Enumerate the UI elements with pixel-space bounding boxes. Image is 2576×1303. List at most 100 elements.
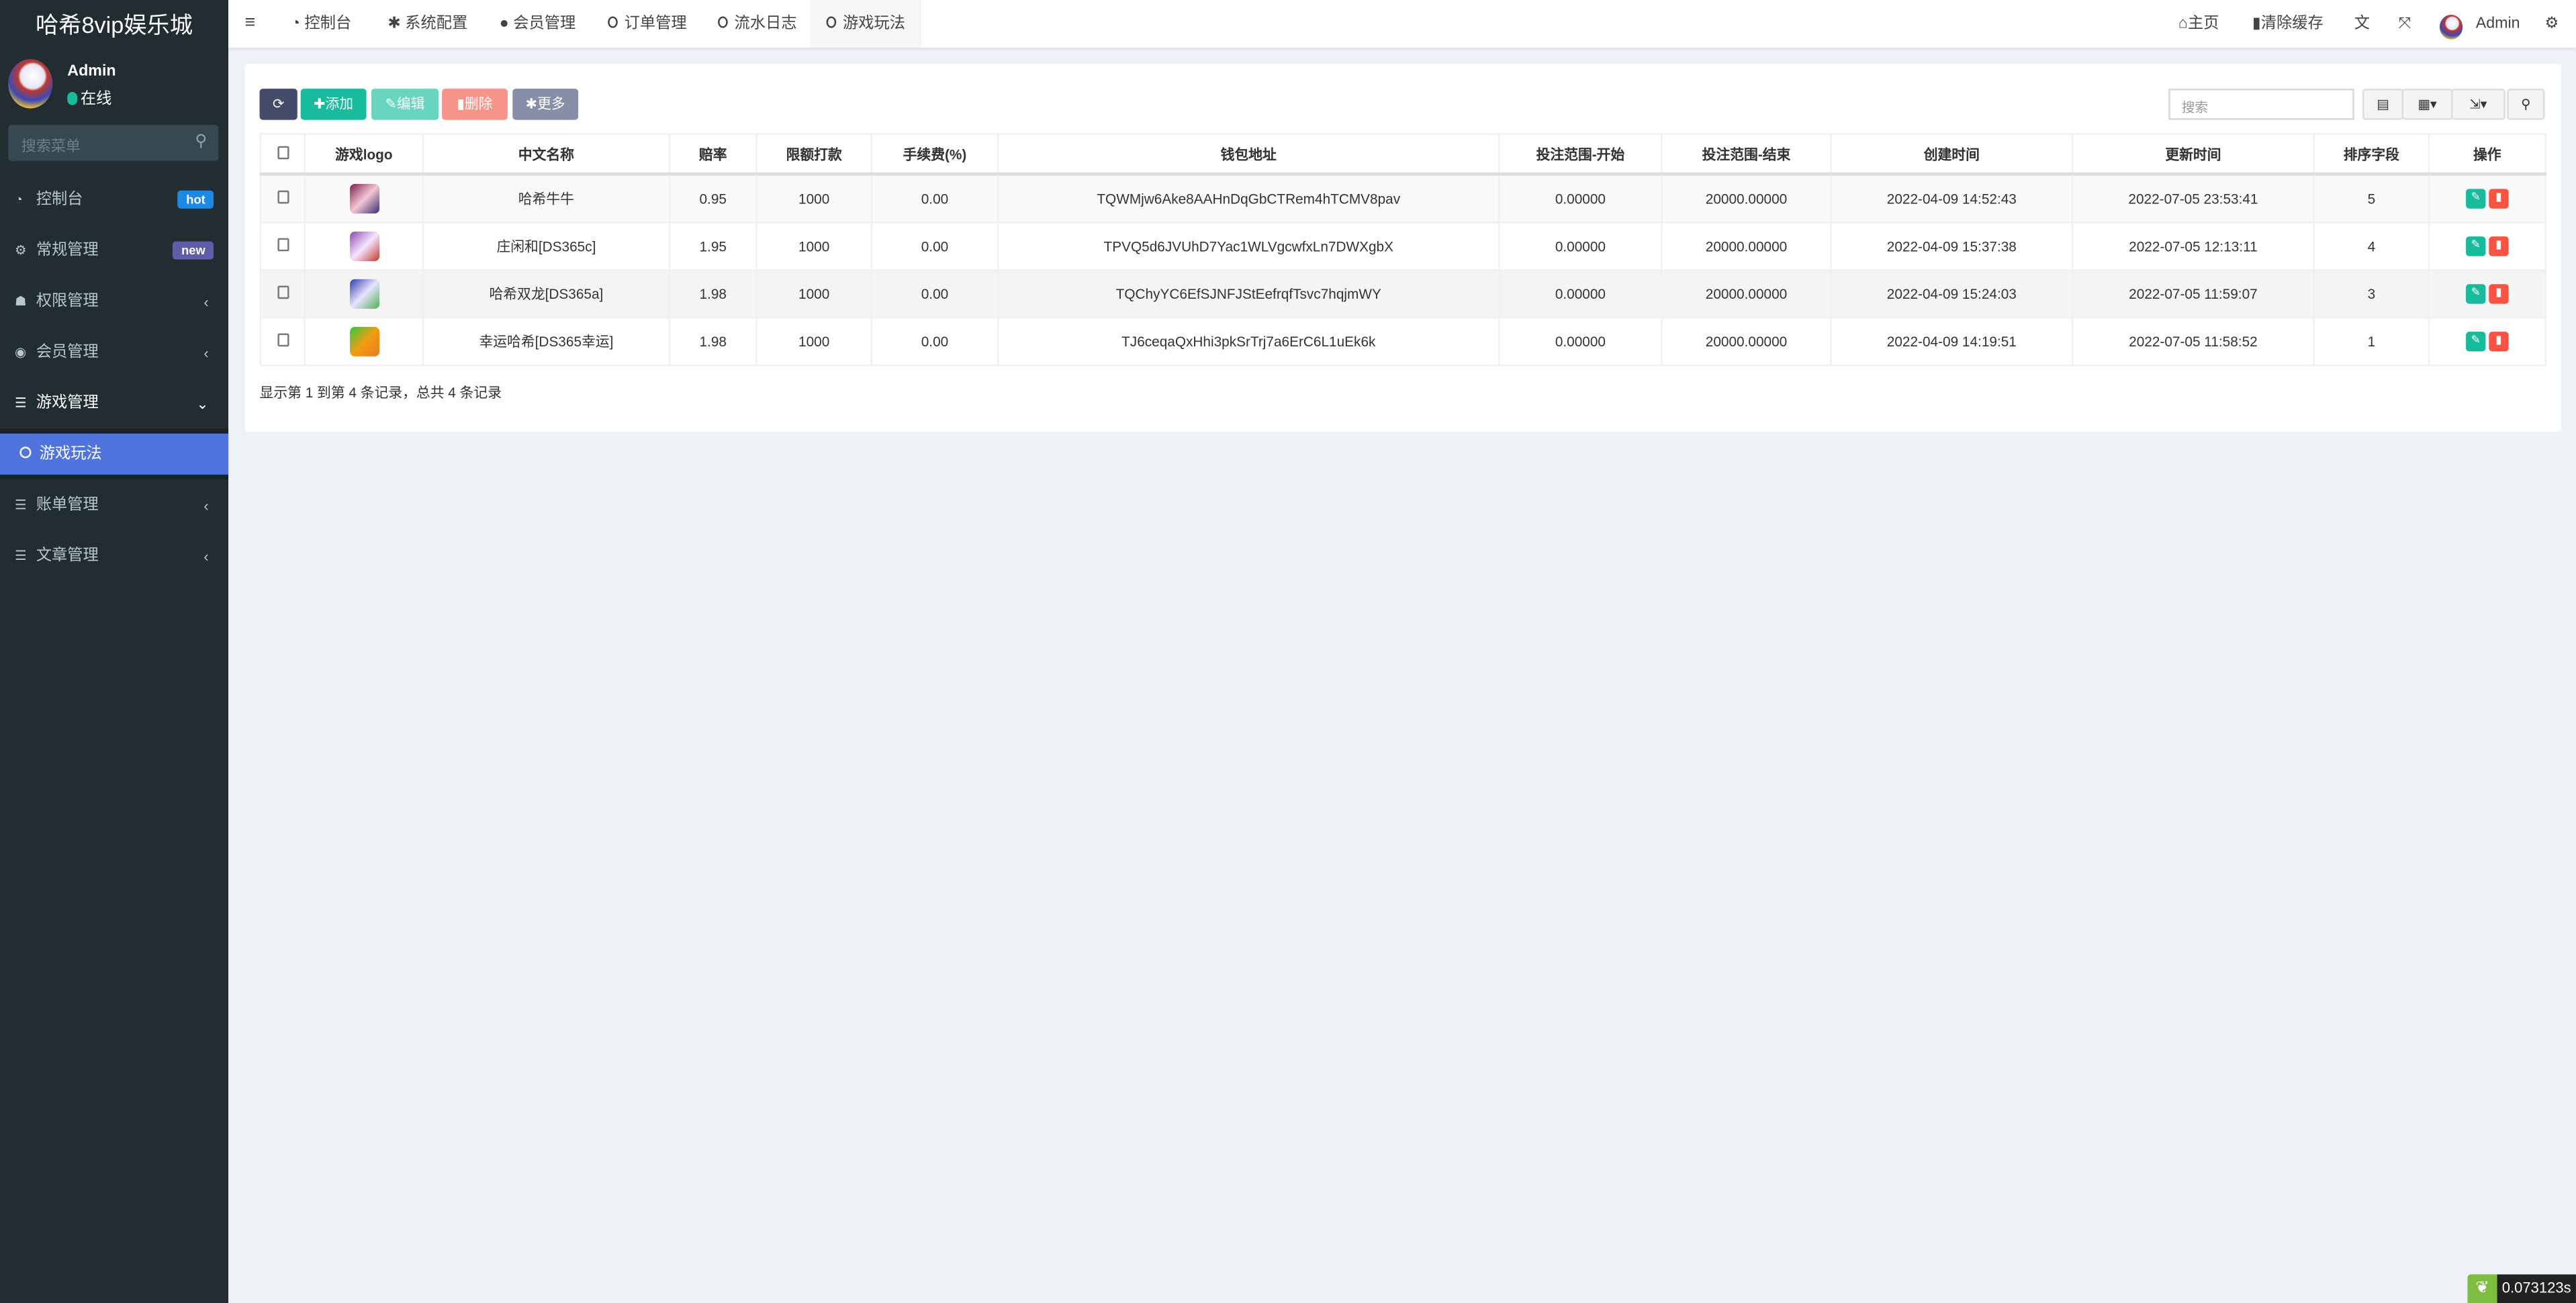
toggle-view-button[interactable]: ▤: [2362, 89, 2404, 120]
game-table: 游戏logo 中文名称 赔率 限额打款 手续费(%) 钱包地址 投注范围-开始 投注范围-结束…: [259, 133, 2546, 367]
cell-name: 哈希牛牛: [422, 173, 671, 224]
row-checkbox[interactable]: [259, 222, 306, 271]
sidebar-item-4[interactable]: ☰ 游戏管理 ⌄: [0, 378, 228, 429]
delete-row-button[interactable]: ▮: [2489, 236, 2509, 256]
brand-title[interactable]: 哈希8vip娱乐城: [35, 11, 193, 38]
chevron-down-icon: ⌄: [196, 395, 209, 413]
home-link[interactable]: ⌂主页: [2178, 15, 2219, 33]
column-header[interactable]: 投注范围-开始: [1498, 133, 1663, 176]
export-dropdown[interactable]: ⇲▾: [2451, 89, 2505, 120]
online-dot-icon: [67, 91, 77, 105]
cell-name: 哈希双龙[DS365a]: [422, 269, 671, 319]
cell-fee: 0.00: [870, 317, 999, 367]
edit-button[interactable]: ✎编辑: [371, 89, 439, 120]
search-icon: ⚲: [195, 133, 208, 152]
cell-fee: 0.00: [870, 222, 999, 271]
list-icon: ☰: [15, 395, 27, 411]
tab-orders[interactable]: 订单管理: [608, 0, 687, 48]
sidebar-item-3[interactable]: ◉ 会员管理 ‹: [0, 327, 228, 378]
cell-name: 庄闲和[DS365c]: [422, 222, 671, 271]
page-timer: 0.073123s: [2497, 1274, 2576, 1303]
cell-odds: 1.98: [668, 317, 757, 367]
fullscreen-icon[interactable]: ⤧: [2398, 15, 2411, 33]
cell-wallet: TJ6ceqaQxHhi3pkSrTrj7a6ErC6L1uEk6k: [997, 317, 1500, 367]
list-icon: ☰: [15, 497, 27, 513]
settings-gear-icon[interactable]: ⚙: [2544, 15, 2559, 33]
menu-search-input[interactable]: 搜索菜单 ⚲: [8, 124, 219, 161]
delete-button[interactable]: ▮删除: [442, 89, 508, 120]
add-button[interactable]: ✚添加: [300, 89, 367, 120]
column-header[interactable]: 投注范围-结束: [1661, 133, 1832, 176]
delete-row-button[interactable]: ▮: [2489, 332, 2509, 352]
user-status: 在线: [80, 90, 112, 109]
sidebar-item-2[interactable]: ☗ 权限管理 ‹: [0, 276, 228, 327]
admin-avatar[interactable]: [2439, 11, 2463, 40]
cell-updated: 2022-07-05 23:53:41: [2071, 173, 2315, 224]
avatar: [8, 59, 53, 109]
refresh-button[interactable]: ⟳: [259, 89, 297, 120]
column-header[interactable]: 限额打款: [755, 133, 873, 176]
column-header[interactable]: 游戏logo: [304, 133, 424, 176]
home-icon: ⌂: [2178, 15, 2188, 33]
cell-end: 20000.00000: [1661, 317, 1832, 367]
pagination-info: 显示第 1 到第 4 条记录，总共 4 条记录: [259, 384, 502, 401]
chevron-left-icon: ‹: [203, 548, 209, 565]
admin-menu[interactable]: Admin: [2475, 15, 2520, 33]
cell-updated: 2022-07-05 11:58:52: [2071, 317, 2315, 367]
tab-dashboard[interactable]: ◔ 控制台: [291, 15, 352, 33]
circle-icon: [19, 446, 32, 459]
column-header[interactable]: 赔率: [668, 133, 757, 176]
cell-sort: 1: [2313, 317, 2430, 367]
tab-system-config[interactable]: ✱ 系统配置: [387, 15, 468, 33]
sidebar-item-1[interactable]: ⚙ 常规管理 new: [0, 225, 228, 276]
table-row: 幸运哈希[DS365幸运] 1.98 1000 0.00 TJ6ceqaQxHhi3pk…: [259, 317, 2546, 367]
delete-row-button[interactable]: ▮: [2489, 284, 2509, 304]
advanced-search-button[interactable]: ⚲: [2507, 89, 2545, 120]
row-checkbox[interactable]: [259, 317, 306, 367]
edit-row-button[interactable]: ✎: [2466, 236, 2486, 256]
tab-members[interactable]: ● 会员管理: [499, 15, 576, 33]
cell-start: 0.00000: [1498, 173, 1663, 224]
edit-row-button[interactable]: ✎: [2466, 332, 2486, 352]
column-header[interactable]: 钱包地址: [997, 133, 1500, 176]
cell-updated: 2022-07-05 11:59:07: [2071, 269, 2315, 319]
cell-sort: 5: [2313, 173, 2430, 224]
sidebar-subitem-game-rules[interactable]: 游戏玩法: [0, 433, 229, 475]
table-search-input[interactable]: 搜索: [2168, 89, 2354, 120]
cell-sort: 3: [2313, 269, 2430, 319]
row-checkbox[interactable]: [259, 269, 306, 319]
cell-start: 0.00000: [1498, 269, 1663, 319]
cell-wallet: TPVQ5d6JVUhD7Yac1WLVgcwfxLn7DWXgbX: [997, 222, 1500, 271]
table-row: 哈希双龙[DS365a] 1.98 1000 0.00 TQChyYC6EfSJNFJS…: [259, 269, 2546, 319]
select-all-checkbox[interactable]: [259, 133, 306, 176]
translate-icon[interactable]: 文: [2354, 15, 2370, 33]
columns-dropdown[interactable]: ▦▾: [2401, 89, 2453, 120]
cell-odds: 0.95: [668, 173, 757, 224]
tab-flow-log[interactable]: 流水日志: [718, 0, 797, 48]
cell-limit: 1000: [755, 269, 873, 319]
row-actions: ✎ ▮: [2428, 317, 2546, 367]
cell-odds: 1.95: [668, 222, 757, 271]
column-header[interactable]: 排序字段: [2313, 133, 2430, 176]
sidebar-item-5[interactable]: ☰ 账单管理 ‹: [0, 479, 228, 530]
edit-row-button[interactable]: ✎: [2466, 189, 2486, 209]
sidebar-item-0[interactable]: ◔ 控制台 hot: [0, 174, 228, 225]
tab-game-rules[interactable]: 游戏玩法: [810, 0, 922, 48]
clear-cache-button[interactable]: ▮清除缓存: [2252, 15, 2324, 33]
column-header[interactable]: 创建时间: [1830, 133, 2074, 176]
more-button[interactable]: ✱更多: [512, 89, 579, 120]
column-header[interactable]: 操作: [2428, 133, 2546, 176]
column-header[interactable]: 更新时间: [2071, 133, 2315, 176]
sidebar-item-6[interactable]: ☰ 文章管理 ‹: [0, 530, 228, 581]
column-header[interactable]: 中文名称: [422, 133, 671, 176]
refresh-icon: ⟳: [272, 95, 285, 112]
menu-toggle-icon[interactable]: ≡: [244, 13, 256, 33]
edit-row-button[interactable]: ✎: [2466, 284, 2486, 304]
cell-sort: 4: [2313, 222, 2430, 271]
sidebar-item-label: 账单管理: [36, 495, 99, 514]
delete-row-button[interactable]: ▮: [2489, 189, 2509, 209]
column-header[interactable]: 手续费(%): [870, 133, 999, 176]
row-checkbox[interactable]: [259, 173, 306, 224]
game-logo: [304, 269, 424, 319]
cell-end: 20000.00000: [1661, 222, 1832, 271]
